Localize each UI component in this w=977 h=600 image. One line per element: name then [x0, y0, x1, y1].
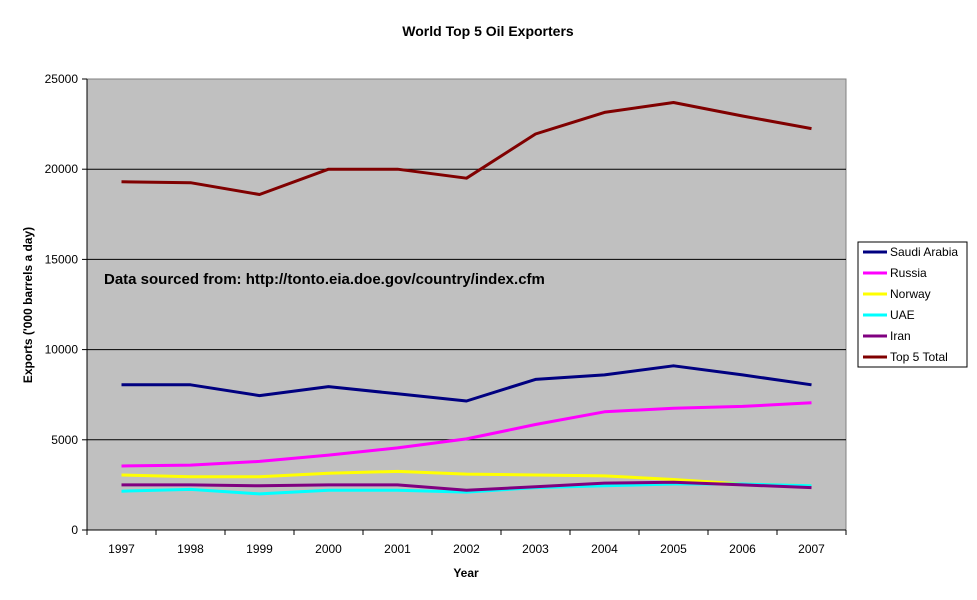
x-tick-label: 1997	[108, 542, 135, 556]
chart-title: World Top 5 Oil Exporters	[402, 23, 574, 39]
legend-item-saudi-arabia: Saudi Arabia	[863, 245, 958, 259]
y-tick-label: 0	[71, 523, 78, 537]
series-line-top-5-total	[121, 101, 812, 196]
legend: Saudi Arabia Russia Norway UAE Iran Top 5 Tot…	[863, 245, 958, 364]
x-tick-label: 2000	[315, 542, 342, 556]
x-tick-label: 2007	[798, 542, 825, 556]
legend-item-norway: Norway	[863, 287, 931, 301]
data-source-annotation: Data sourced from: http://tonto.eia.doe.…	[104, 271, 545, 288]
y-tick-label: 15000	[45, 252, 79, 266]
x-tick-label: 1998	[177, 542, 204, 556]
legend-label: Top 5 Total	[890, 350, 948, 364]
legend-label: Iran	[890, 329, 911, 343]
x-axis-ticks: 1997 1998 1999 2000 2001 2002 2003 2004 2005 2006…	[86, 530, 847, 556]
series-lines	[121, 101, 812, 496]
legend-label: Norway	[890, 287, 931, 301]
x-tick-label: 2006	[729, 542, 756, 556]
series-line-russia	[121, 401, 812, 468]
y-tick-label: 25000	[45, 72, 79, 86]
y-tick-label: 10000	[45, 343, 79, 357]
series-line-norway	[121, 469, 812, 488]
x-tick-label: 2003	[522, 542, 549, 556]
series-line-iran	[121, 480, 812, 492]
legend-label: Russia	[890, 266, 927, 280]
legend-box	[857, 241, 968, 368]
legend-item-iran: Iran	[863, 329, 911, 343]
x-tick-label: 2005	[660, 542, 687, 556]
x-tick-label: 1999	[246, 542, 273, 556]
x-tick-label: 2001	[384, 542, 411, 556]
x-axis-title: Year	[453, 566, 479, 580]
legend-label: UAE	[890, 308, 915, 322]
y-tick-label: 20000	[45, 162, 79, 176]
x-tick-label: 2004	[591, 542, 618, 556]
y-axis-ticks: 0 5000 10000 15000 20000 25000	[45, 72, 87, 537]
plot-area	[86, 78, 847, 531]
x-tick-label: 2002	[453, 542, 480, 556]
legend-item-russia: Russia	[863, 266, 927, 280]
legend-item-uae: UAE	[863, 308, 915, 322]
legend-label: Saudi Arabia	[890, 245, 958, 259]
legend-item-top-5-total: Top 5 Total	[863, 350, 948, 364]
y-tick-label: 5000	[51, 433, 78, 447]
series-line-saudi-arabia	[121, 364, 812, 403]
y-axis-title: Exports ('000 barrels a day)	[21, 227, 35, 383]
